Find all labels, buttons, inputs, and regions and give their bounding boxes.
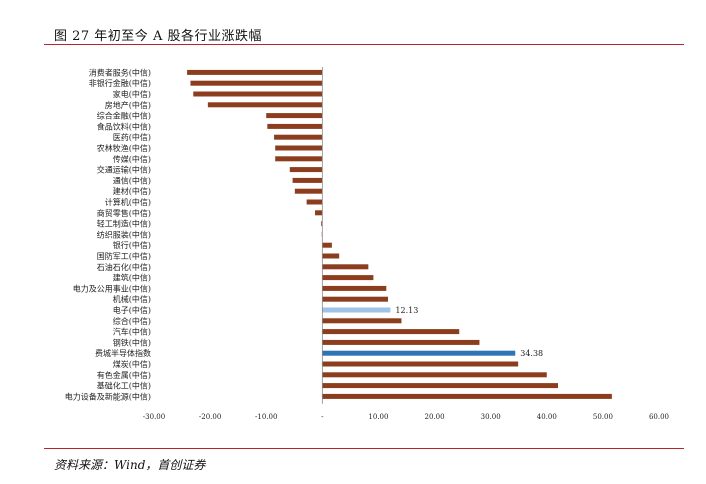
category-label: 交通运输(中信) <box>97 165 151 175</box>
bar <box>275 156 323 162</box>
title-bar: 图 27 年初至今 A 股各行业涨跌幅 <box>44 24 684 45</box>
category-label: 汽车(中信) <box>113 327 151 337</box>
category-label: 通信(中信) <box>113 175 151 185</box>
category-label: 国防军工(中信) <box>97 251 151 261</box>
x-tick-label: 60.00 <box>649 413 669 421</box>
x-tick-label: 10.00 <box>368 413 388 421</box>
x-tick-label: 40.00 <box>537 413 557 421</box>
bar <box>322 393 612 399</box>
category-label: 电力及公用事业(中信) <box>73 283 151 293</box>
x-tick-label: 50.00 <box>593 413 613 421</box>
bar <box>322 383 558 389</box>
category-label: 非银行金融(中信) <box>89 78 151 88</box>
category-label: 电子(中信) <box>113 305 151 315</box>
figure-title: 图 27 年初至今 A 股各行业涨跌幅 <box>54 29 262 44</box>
category-label: 有色金属(中信) <box>97 370 151 380</box>
category-label: 电力设备及新能源(中信) <box>65 391 151 401</box>
x-tick-label: 20.00 <box>425 413 445 421</box>
category-label: 费城半导体指数 <box>95 348 151 358</box>
source-bar: 资料来源：Wind，首创证券 <box>44 448 684 475</box>
category-label: 计算机(中信) <box>105 197 151 207</box>
category-label: 煤炭(中信) <box>113 359 151 369</box>
bar-chart: 消费者服务(中信)非银行金融(中信)家电(中信)房地产(中信)综合金融(中信)食… <box>65 67 669 421</box>
bar <box>321 221 323 227</box>
category-label: 建筑(中信) <box>113 273 151 283</box>
bar <box>267 123 323 129</box>
category-label: 消费者服务(中信) <box>89 67 151 77</box>
bar <box>315 210 323 216</box>
category-label: 纺织服装(中信) <box>97 229 151 239</box>
bar <box>275 145 323 151</box>
bar <box>322 253 340 259</box>
data-label: 12.13 <box>395 306 418 315</box>
bar <box>292 177 323 183</box>
bar <box>193 91 323 97</box>
x-tick-label: -30.00 <box>143 413 165 421</box>
bar <box>274 134 323 140</box>
category-label: 银行(中信) <box>113 240 151 250</box>
bar <box>322 285 387 291</box>
category-label: 食品饮料(中信) <box>97 121 151 131</box>
category-label: 医药(中信) <box>113 132 151 142</box>
bar <box>322 275 374 281</box>
x-tick-label: -10.00 <box>255 413 277 421</box>
category-label: 传媒(中信) <box>113 154 151 164</box>
bar <box>322 350 516 356</box>
bar <box>322 329 460 335</box>
category-label: 建材(中信) <box>113 186 151 196</box>
category-label: 家电(中信) <box>113 89 151 99</box>
chart-area: 消费者服务(中信) 非银行金融(中信) 家电(中信) 房地产(中信) 综合金融(中信) 食… <box>44 64 684 424</box>
bar <box>207 102 323 108</box>
bar <box>322 372 547 378</box>
category-label: 农林牧渔(中信) <box>97 143 151 153</box>
bar <box>289 167 323 173</box>
x-tick-label: -20.00 <box>199 413 221 421</box>
data-label: 34.38 <box>520 349 543 358</box>
category-label: 石油石化(中信) <box>97 262 151 272</box>
x-tick-label: - <box>321 413 324 421</box>
bar <box>294 188 323 194</box>
category-label: 房地产(中信) <box>105 100 151 110</box>
bar <box>322 307 391 313</box>
category-label: 商贸零售(中信) <box>97 208 151 218</box>
bar <box>322 339 480 345</box>
bar <box>190 80 323 86</box>
category-label: 综合(中信) <box>113 316 151 326</box>
bar <box>322 242 332 248</box>
bar <box>322 361 519 367</box>
source-note: 资料来源：Wind，首创证券 <box>54 458 206 472</box>
bar <box>306 199 323 205</box>
bar <box>266 113 323 119</box>
category-label: 综合金融(中信) <box>97 111 151 121</box>
bar <box>322 296 388 302</box>
category-label: 机械(中信) <box>113 294 151 304</box>
category-label: 基础化工(中信) <box>97 381 151 391</box>
bar <box>187 69 323 75</box>
x-tick-label: 30.00 <box>481 413 501 421</box>
category-label: 轻工制造(中信) <box>97 219 151 229</box>
category-label: 钢铁(中信) <box>113 337 151 347</box>
bar <box>322 318 402 324</box>
bar <box>322 264 369 270</box>
